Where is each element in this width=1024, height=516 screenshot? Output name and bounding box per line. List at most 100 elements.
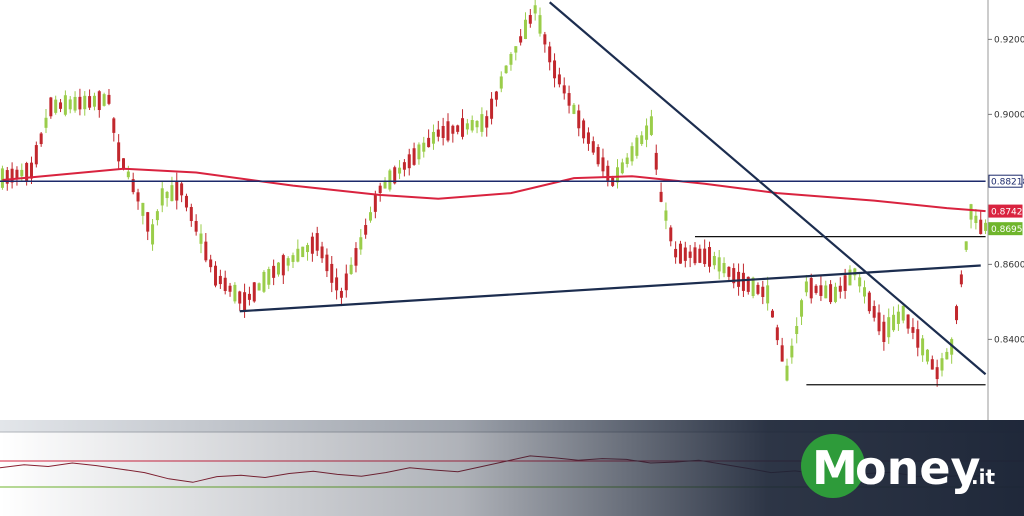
candle-body [247, 293, 251, 300]
candle-body [378, 185, 382, 194]
candle [863, 280, 866, 304]
candle [291, 252, 295, 269]
candle-body [741, 272, 745, 291]
candle [548, 41, 552, 71]
candle [184, 193, 188, 212]
candle-body [441, 126, 445, 138]
candle-body [233, 284, 237, 302]
candle-body [141, 202, 145, 216]
candle-body [703, 248, 707, 265]
candle-body [664, 210, 668, 221]
candle-body [708, 247, 712, 267]
money-it-logo: M oney .it [801, 434, 995, 498]
candle [315, 226, 319, 257]
candle [92, 92, 96, 111]
candle [112, 117, 116, 142]
candle [625, 153, 629, 168]
trend-line [239, 264, 981, 313]
candle-body [877, 312, 881, 332]
candle [979, 210, 983, 235]
candle [940, 352, 944, 377]
candle [809, 273, 813, 304]
candle-body [160, 188, 164, 206]
candle-body [809, 277, 813, 299]
candle-body [296, 248, 300, 262]
candle-body [189, 207, 193, 222]
candle-body [112, 118, 116, 133]
candle-body [34, 145, 38, 165]
candle-body [431, 131, 435, 144]
price-tag: 0.88218 [988, 174, 1024, 188]
candle [49, 96, 53, 119]
candle [63, 90, 67, 117]
candle-body [330, 263, 334, 283]
candle [412, 142, 416, 166]
candle-body [199, 233, 203, 244]
candle [349, 257, 353, 275]
candle [209, 254, 213, 273]
candle-body [528, 15, 532, 24]
candle-body [422, 142, 426, 152]
candle-body [315, 233, 319, 251]
candle-body [68, 99, 72, 110]
candle [422, 136, 426, 158]
logo-text: oney [855, 441, 981, 495]
candle [727, 266, 731, 281]
candle-body [446, 121, 450, 141]
candle [596, 144, 600, 167]
candle-body [325, 254, 329, 272]
candle [451, 124, 455, 143]
candle [814, 284, 818, 295]
candle-body [354, 248, 358, 266]
candle [286, 256, 290, 272]
candle-body [20, 169, 24, 177]
candle-body [761, 286, 765, 297]
candle [804, 274, 808, 297]
candle-body [407, 154, 411, 169]
candle-body [369, 212, 372, 221]
candle-body [804, 281, 808, 293]
candle-body [194, 221, 198, 232]
candle [151, 218, 155, 251]
candle-body [649, 116, 653, 135]
candle [562, 77, 566, 100]
candle-body [88, 96, 92, 108]
candle-body [945, 351, 949, 360]
candle [877, 304, 881, 336]
candle-body [582, 120, 586, 139]
candle [117, 134, 121, 170]
candle-body [829, 284, 833, 303]
candle [824, 280, 828, 299]
candle [635, 135, 639, 159]
candle-body [790, 345, 794, 358]
candle [858, 274, 862, 293]
candle [533, 0, 537, 21]
candle [887, 308, 891, 344]
candle-body [780, 345, 784, 362]
candle-body [567, 93, 571, 106]
candle [921, 335, 925, 362]
candle-body [616, 167, 619, 183]
candle-body [693, 247, 697, 264]
candle [54, 95, 58, 115]
candle [136, 188, 140, 210]
candle [582, 118, 586, 144]
price-tag: 0.86952 [988, 222, 1024, 236]
trend-line [548, 1, 987, 376]
price-tag-label: 0.87421 [991, 208, 1024, 218]
candle-body [465, 123, 469, 130]
candle-body [63, 95, 67, 115]
candle-body [853, 268, 857, 276]
candle [131, 172, 135, 195]
candle-body [543, 34, 547, 45]
candle [678, 240, 682, 264]
candle [761, 280, 765, 305]
candle-body [746, 276, 750, 292]
candle [630, 142, 634, 166]
candle-body [92, 95, 96, 107]
candle-body [59, 102, 63, 109]
